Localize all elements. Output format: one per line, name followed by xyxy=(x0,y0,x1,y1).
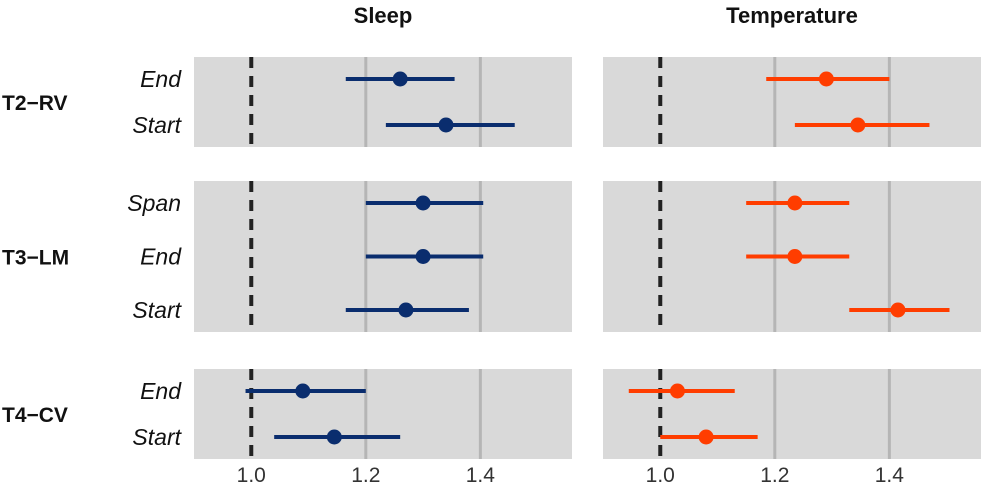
category-label: Start xyxy=(132,424,182,450)
point-estimate xyxy=(890,302,906,318)
point-estimate xyxy=(326,429,342,445)
panel-background xyxy=(603,57,981,147)
point-estimate xyxy=(392,71,408,87)
category-label: End xyxy=(140,244,182,270)
point-estimate xyxy=(415,249,431,264)
panel-background xyxy=(194,369,572,459)
point-estimate xyxy=(398,302,414,318)
category-label: End xyxy=(140,66,182,92)
panel-background xyxy=(603,369,981,459)
category-label: Span xyxy=(127,190,181,216)
category-label: Start xyxy=(132,112,182,138)
point-estimate xyxy=(415,195,431,211)
point-estimate xyxy=(787,249,803,264)
x-tick-label: 1.4 xyxy=(875,464,905,487)
x-tick-label: 1.0 xyxy=(237,464,266,487)
x-tick-label: 1.2 xyxy=(351,464,380,487)
row-label: T2−RV xyxy=(2,92,68,115)
category-label: End xyxy=(140,378,182,404)
row-label: T4−CV xyxy=(2,404,68,427)
x-tick-label: 1.2 xyxy=(760,464,789,487)
point-estimate xyxy=(295,383,311,399)
column-title-sleep: Sleep xyxy=(354,3,413,28)
point-estimate xyxy=(818,71,834,87)
point-estimate xyxy=(787,195,803,211)
category-label: Start xyxy=(132,297,182,323)
column-title-temperature: Temperature xyxy=(726,3,858,28)
x-tick-label: 1.4 xyxy=(466,464,496,487)
point-estimate xyxy=(698,429,714,445)
x-tick-label: 1.0 xyxy=(646,464,675,487)
point-estimate xyxy=(438,117,454,133)
point-estimate xyxy=(850,117,866,133)
panel-background xyxy=(194,57,572,147)
point-estimate xyxy=(669,383,685,399)
row-label: T3−LM xyxy=(2,247,69,270)
